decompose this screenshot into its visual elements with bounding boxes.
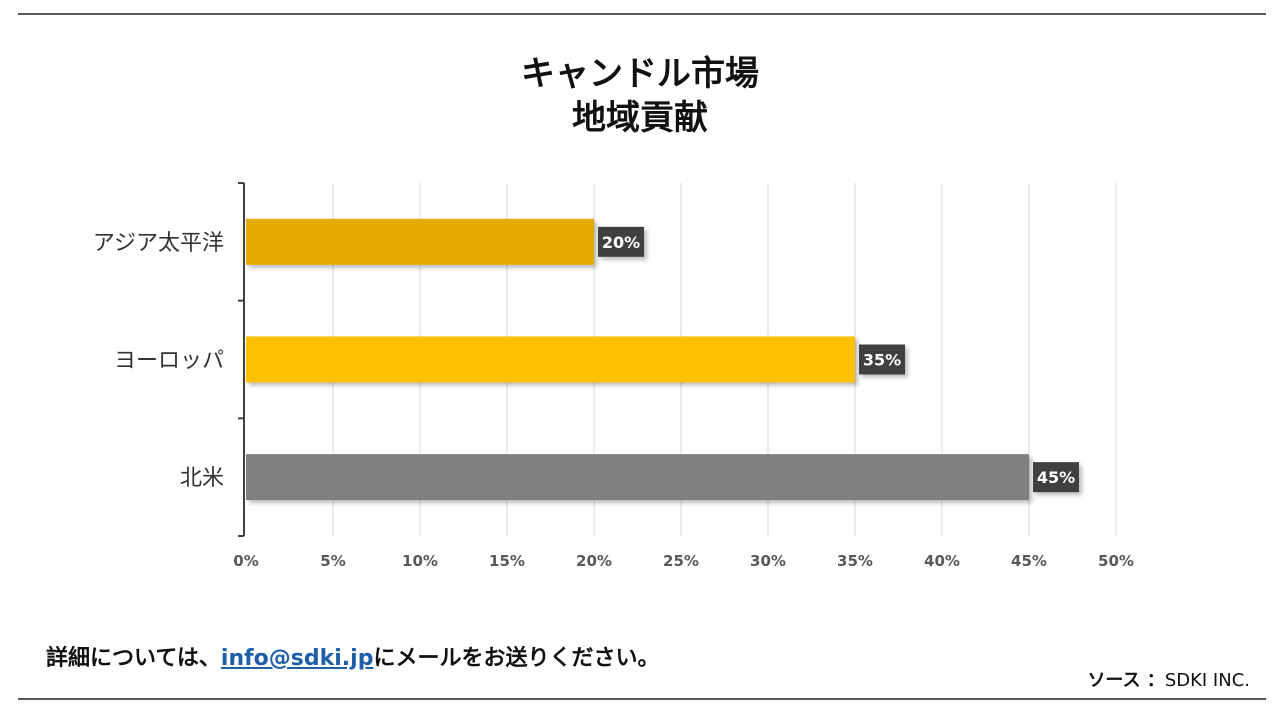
data-label: 45% bbox=[1037, 468, 1075, 487]
x-tick-label: 40% bbox=[924, 552, 960, 570]
x-tick-label: 10% bbox=[402, 552, 438, 570]
source-label: ソース ： bbox=[1087, 670, 1165, 691]
bar bbox=[246, 454, 1029, 501]
data-label: 20% bbox=[602, 233, 640, 252]
data-label-box bbox=[598, 226, 644, 257]
x-tick-label: 45% bbox=[1011, 552, 1047, 570]
chart-title-line2: 地域貢献 bbox=[572, 98, 708, 138]
source-value: SDKI INC. bbox=[1164, 670, 1250, 691]
footer-note: 詳細については、info@sdki.jpにメールをお送りください。 bbox=[46, 640, 659, 672]
bar bbox=[246, 336, 855, 383]
x-tick-label: 15% bbox=[489, 552, 525, 570]
source-credit: ソース ：SDKI INC. bbox=[1087, 666, 1250, 692]
email-link[interactable]: info@sdki.jp bbox=[220, 646, 374, 671]
category-label: 北米 bbox=[180, 466, 224, 491]
bottom-rule bbox=[18, 698, 1266, 700]
chart-title: キャンドル市場 地域貢献 bbox=[0, 52, 1280, 140]
bar bbox=[246, 218, 594, 265]
top-rule bbox=[18, 13, 1266, 15]
data-label: 35% bbox=[863, 351, 901, 370]
data-label-box bbox=[1033, 462, 1079, 493]
x-tick-label: 20% bbox=[576, 552, 612, 570]
footer-suffix: にメールをお送りください。 bbox=[373, 646, 660, 671]
x-tick-label: 50% bbox=[1098, 552, 1134, 570]
x-tick-label: 25% bbox=[663, 552, 699, 570]
x-tick-label: 5% bbox=[320, 552, 345, 570]
category-label: アジア太平洋 bbox=[93, 231, 224, 256]
footer-prefix: 詳細については、 bbox=[46, 646, 221, 671]
x-tick-label: 0% bbox=[233, 552, 258, 570]
x-tick-label: 30% bbox=[750, 552, 786, 570]
category-label: ヨーロッパ bbox=[114, 349, 224, 374]
chart-title-line1: キャンドル市場 bbox=[521, 54, 759, 94]
data-label-box bbox=[859, 344, 905, 375]
x-tick-label: 35% bbox=[837, 552, 873, 570]
